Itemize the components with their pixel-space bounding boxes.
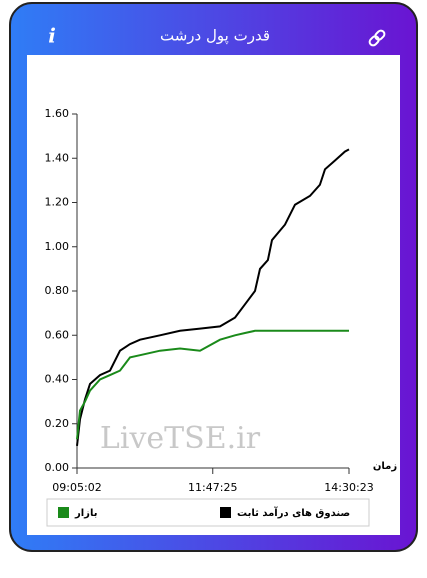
y-tick-label: 0.80 — [45, 284, 70, 297]
legend-swatch — [58, 507, 69, 518]
y-tick-label: 0.60 — [45, 328, 70, 341]
series-line — [76, 329, 349, 440]
y-tick-label: 0.20 — [45, 417, 70, 430]
y-tick-label: 0.00 — [45, 461, 70, 474]
x-tick-label: 14:30:23 — [324, 481, 373, 494]
y-tick-label: 1.20 — [45, 196, 70, 209]
legend-label: صندوق های درآمد ثابت — [237, 506, 350, 519]
y-tick-label: 1.00 — [45, 240, 70, 253]
info-icon[interactable]: i — [48, 24, 56, 48]
y-tick-label: 0.40 — [45, 373, 70, 386]
watermark: LiveTSE.ir — [100, 421, 261, 456]
legend-swatch — [220, 507, 231, 518]
legend — [46, 498, 370, 527]
y-tick-label: 1.40 — [45, 151, 70, 164]
x-tick-label: 09:05:02 — [52, 481, 101, 494]
x-tick-label: 11:47:25 — [188, 481, 237, 494]
link-icon[interactable] — [368, 29, 386, 47]
chart-title: قدرت پول درشت — [160, 27, 270, 46]
series-line — [76, 148, 350, 447]
x-axis-label: زمان — [373, 461, 397, 472]
panel — [27, 55, 400, 535]
legend-label: بازار — [74, 508, 97, 519]
y-tick-label: 1.60 — [45, 107, 70, 120]
